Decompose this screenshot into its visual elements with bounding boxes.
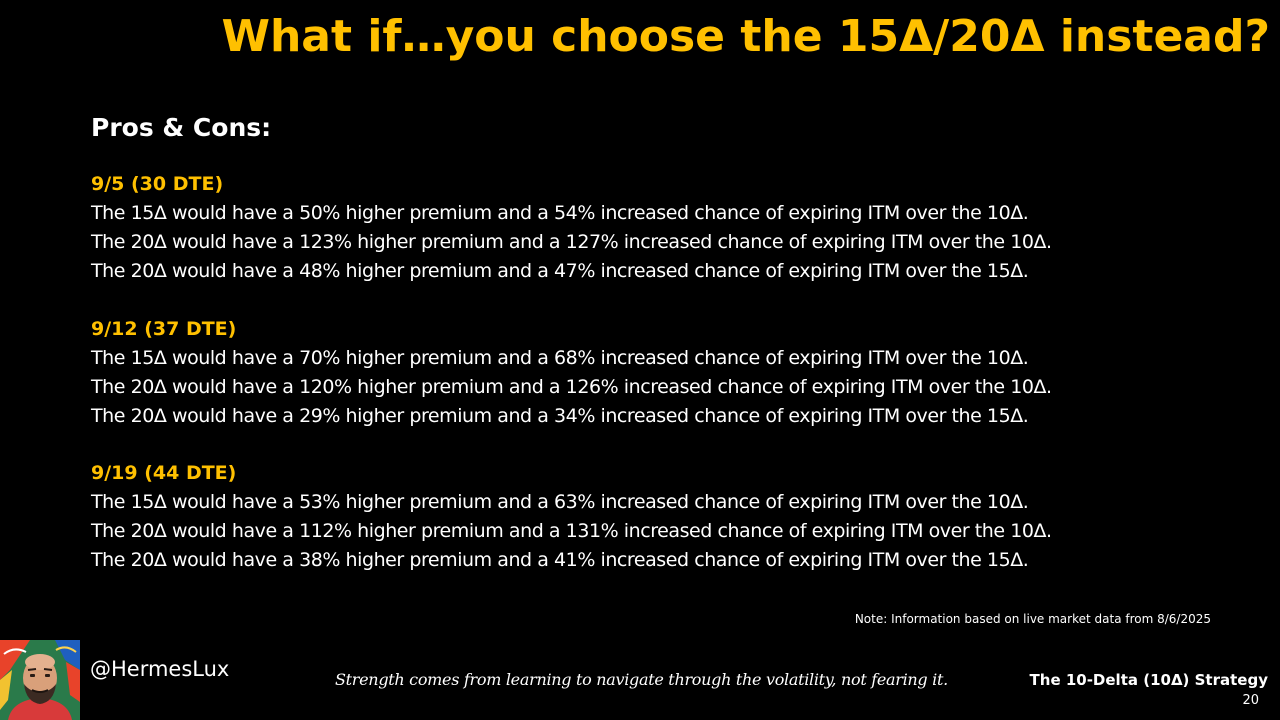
avatar-portrait-icon <box>0 640 80 720</box>
section-9-19: 9/19 (44 DTE) The 15Δ would have a 53% h… <box>91 459 1241 575</box>
section-9-12: 9/12 (37 DTE) The 15Δ would have a 70% h… <box>91 315 1241 431</box>
comparison-line: The 20Δ would have a 123% higher premium… <box>91 231 1052 253</box>
section-title: 9/12 (37 DTE) <box>91 317 237 340</box>
slide-content: Pros & Cons: 9/5 (30 DTE) The 15Δ would … <box>91 110 1241 604</box>
comparison-line: The 20Δ would have a 38% higher premium … <box>91 549 1029 572</box>
page-number: 20 <box>1242 693 1259 708</box>
section-title: 9/19 (44 DTE) <box>91 462 237 485</box>
avatar <box>0 640 80 720</box>
strategy-title: The 10-Delta (10Δ) Strategy <box>1029 671 1268 689</box>
section-9-5: 9/5 (30 DTE) The 15Δ would have a 50% hi… <box>91 170 1241 286</box>
comparison-line: The 15Δ would have a 53% higher premium … <box>91 491 1029 514</box>
comparison-line: The 20Δ would have a 112% higher premium… <box>91 520 1052 543</box>
comparison-line: The 20Δ would have a 48% higher premium … <box>91 260 1029 282</box>
comparison-line: The 15Δ would have a 50% higher premium … <box>91 202 1029 224</box>
section-title: 9/5 (30 DTE) <box>91 173 224 195</box>
pros-cons-heading: Pros & Cons: <box>91 113 272 142</box>
slide-title: What if…you choose the 15Δ/20Δ instead? <box>221 11 1270 62</box>
footer-quote: Strength comes from learning to navigate… <box>335 670 948 689</box>
comparison-line: The 20Δ would have a 120% higher premium… <box>91 375 1052 398</box>
comparison-line: The 15Δ would have a 70% higher premium … <box>91 346 1029 369</box>
social-handle: @HermesLux <box>90 657 230 681</box>
data-source-note: Note: Information based on live market d… <box>854 612 1211 626</box>
comparison-line: The 20Δ would have a 29% higher premium … <box>91 404 1029 427</box>
